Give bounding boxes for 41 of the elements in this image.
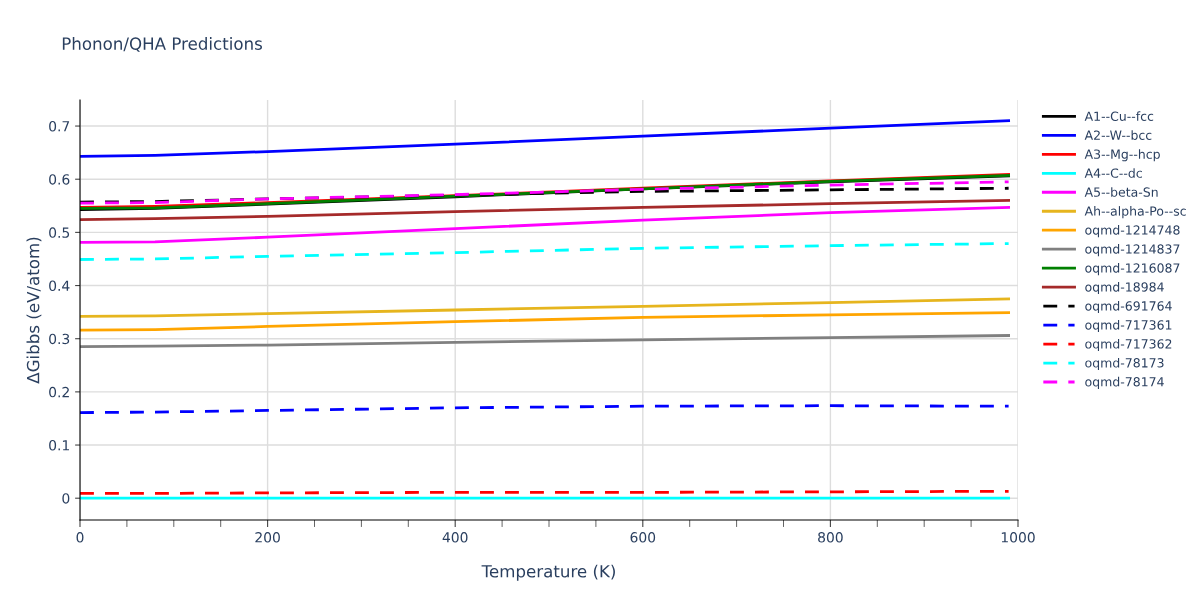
y-axis-title: ΔGibbs (eV/atom) [26,237,42,384]
line-series [80,311,1011,332]
line-series [80,119,1011,158]
y-tick-label: 0.6 [49,174,70,185]
x-axis-title: Temperature (K) [481,564,615,581]
x-tick-label: 400 [442,532,468,543]
line-series [80,180,1011,205]
y-tick-label: 0.1 [49,440,69,451]
x-tick-label: 800 [818,532,843,543]
x-tick-label: 0 [76,532,84,543]
legend-label: oqmd-1214748 [1085,225,1180,238]
line-series [80,297,1011,318]
x-tick-label: 200 [255,532,280,543]
legend-label: oqmd-1216087 [1085,263,1180,276]
legend-label: oqmd-78173 [1085,357,1164,370]
line-series [80,199,1011,222]
y-tick-label: 0.5 [49,227,70,238]
legend-label: oqmd-691764 [1085,300,1172,314]
line-series [80,404,1011,414]
legend-label: oqmd-18984 [1085,282,1164,295]
legend-label: Ah--alpha-Po--sc [1084,206,1186,219]
legend-label: oqmd-717362 [1085,338,1172,352]
chart-title: Phonon/QHA Predictions [62,37,262,52]
legend-label: A4--C--dc [1084,168,1142,178]
y-tick-label: 0.7 [49,121,70,132]
line-series [80,242,1011,261]
y-tick-label: 0.3 [49,333,70,345]
line-series [80,334,1011,349]
x-tick-label: 1000 [1001,532,1035,543]
legend-label: A2--W--bcc [1084,130,1152,140]
y-tick-label: 0.4 [49,280,70,292]
x-tick-label: 600 [630,532,656,543]
y-tick-label: 0 [62,493,70,504]
legend-label: oqmd-78174 [1085,376,1164,389]
legend-label: A1--Cu--fcc [1084,111,1154,121]
legend-label: oqmd-717361 [1085,319,1172,333]
y-tick-label: 0.2 [49,386,69,398]
legend-label: A3--Mg--hcp [1084,149,1160,162]
legend-label: A5--beta-Sn [1084,187,1158,197]
legend-label: oqmd-1214837 [1085,244,1180,257]
line-series [80,206,1011,244]
